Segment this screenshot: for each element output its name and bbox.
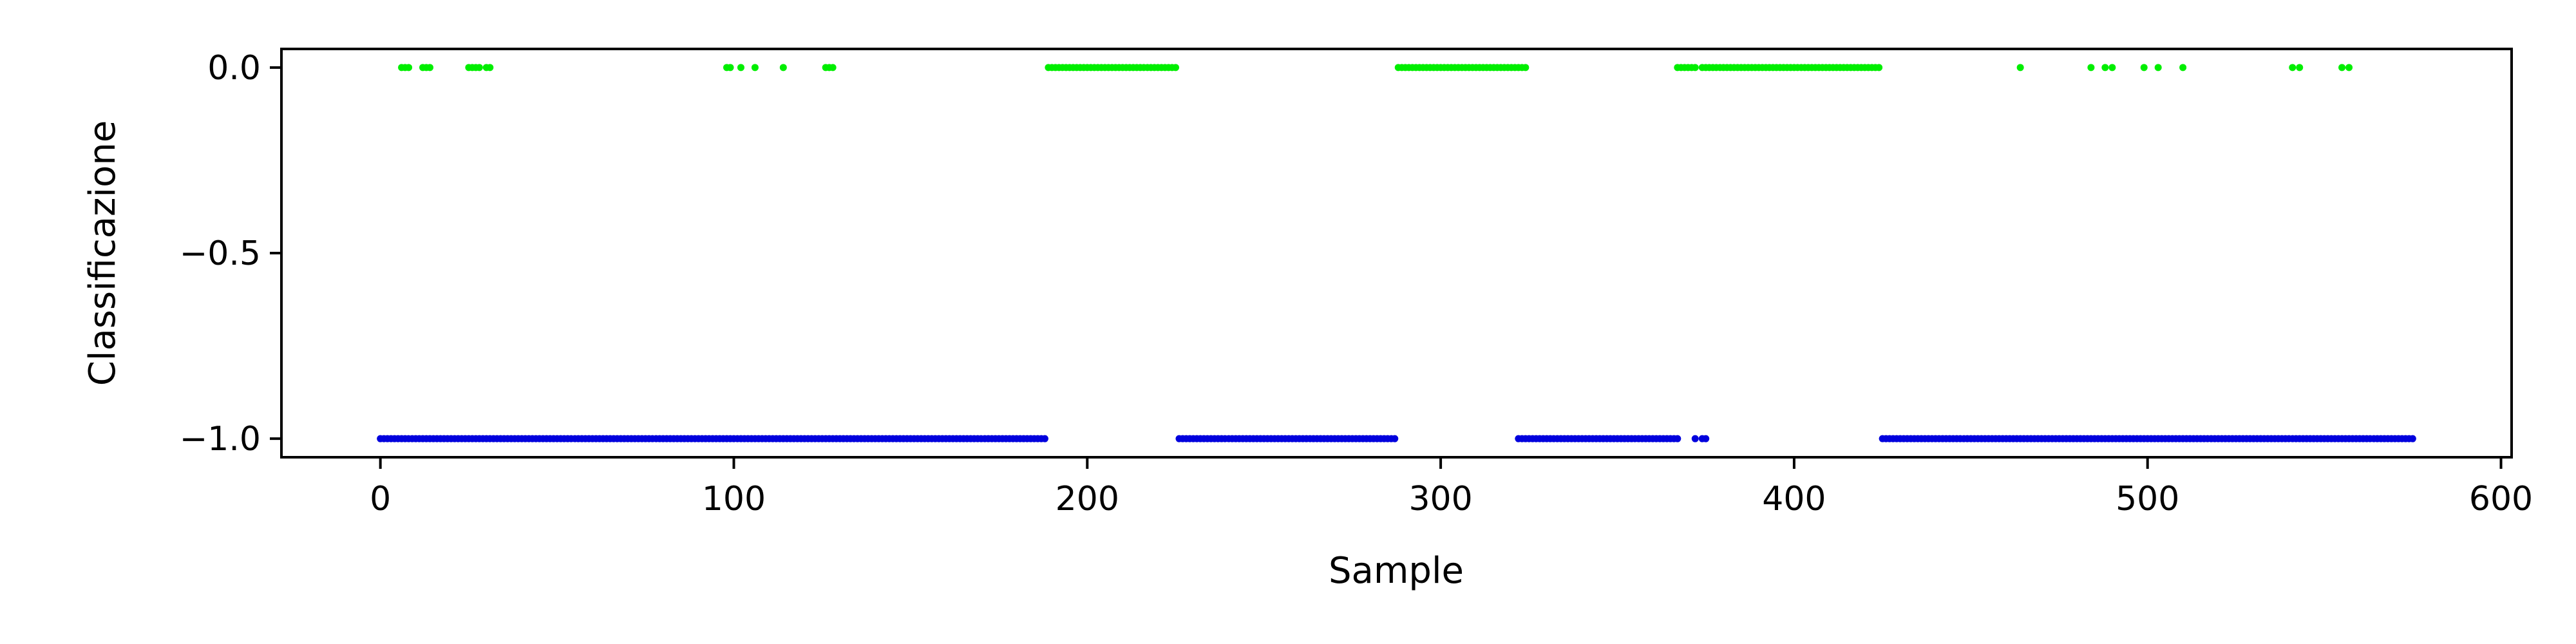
data-point: [2289, 64, 2297, 71]
data-point: [2345, 64, 2353, 71]
data-point: [779, 64, 787, 71]
data-point: [405, 64, 413, 71]
data-point: [2140, 64, 2148, 71]
data-point: [1702, 435, 1710, 442]
data-point: [2101, 64, 2109, 71]
data-point: [1691, 64, 1699, 71]
series-1: [377, 435, 2416, 442]
data-point: [737, 64, 744, 71]
data-point: [2108, 64, 2116, 71]
x-tick-label: 100: [702, 480, 766, 518]
data-point: [1875, 64, 1883, 71]
x-tick-label: 400: [1762, 480, 1826, 518]
data-point: [2087, 64, 2095, 71]
y-tick-label: 0.0: [207, 49, 261, 88]
plot-area: [281, 49, 2512, 457]
data-point: [2338, 64, 2346, 71]
data-point: [2409, 435, 2416, 442]
data-point: [1171, 64, 1179, 71]
x-tick-label: 0: [370, 480, 391, 518]
x-axis-label: Sample: [1329, 550, 1464, 592]
data-points: [377, 64, 2416, 442]
data-point: [2296, 64, 2304, 71]
y-tick-label: −0.5: [180, 234, 261, 273]
data-point: [486, 64, 494, 71]
y-axis-ticks: 0.0 −0.5 −1.0: [180, 49, 281, 459]
x-tick-label: 300: [1408, 480, 1472, 518]
data-point: [1041, 435, 1048, 442]
data-point: [829, 64, 837, 71]
data-point: [726, 64, 734, 71]
data-point: [426, 64, 433, 71]
data-point: [1522, 64, 1530, 71]
x-tick-label: 600: [2469, 480, 2533, 518]
x-axis-ticks: 0 100 200 300 400 500 600: [370, 457, 2533, 518]
series-0: [398, 64, 2353, 71]
data-point: [1391, 435, 1399, 442]
data-point: [751, 64, 759, 71]
y-axis-label: Classificazione: [82, 120, 124, 386]
data-point: [2154, 64, 2162, 71]
data-point: [1674, 435, 1681, 442]
y-tick-label: −1.0: [180, 420, 261, 459]
data-point: [2179, 64, 2187, 71]
x-tick-label: 500: [2116, 480, 2179, 518]
data-point: [2016, 64, 2024, 71]
data-point: [1691, 435, 1699, 442]
x-tick-label: 200: [1056, 480, 1119, 518]
data-point: [475, 64, 483, 71]
